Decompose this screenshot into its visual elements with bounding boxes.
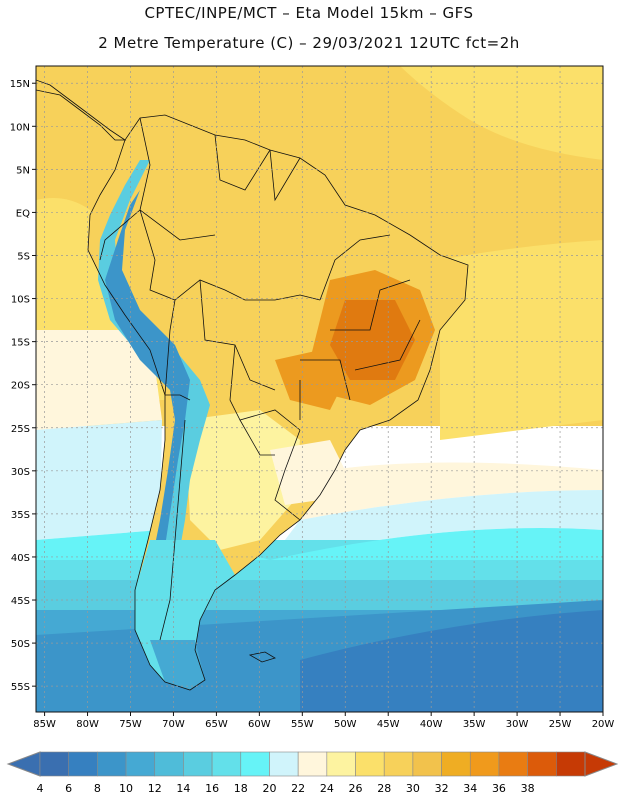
legend-level-label: 10 bbox=[119, 782, 133, 795]
patagonia-south bbox=[150, 640, 205, 690]
legend-color-cell bbox=[68, 751, 98, 777]
longitude-label: 30W bbox=[506, 719, 529, 730]
longitude-label: 70W bbox=[162, 719, 185, 730]
legend-level-label: 22 bbox=[291, 782, 305, 795]
legend-level-label: 16 bbox=[205, 782, 219, 795]
ocean-band-teal bbox=[36, 580, 603, 610]
legend-level-label: 26 bbox=[349, 782, 363, 795]
map-title-line1: CPTEC/INPE/MCT – Eta Model 15km – GFS bbox=[144, 4, 474, 22]
latitude-label: 5N bbox=[16, 165, 30, 176]
latitude-label: 40S bbox=[11, 553, 30, 564]
legend-color-cell bbox=[498, 751, 528, 777]
legend-color-cell bbox=[154, 751, 184, 777]
color-scale-legend: 4 6 8 10 12 14 16 18 20 22 24 26 28 30 32 34 36 38 bbox=[6, 751, 618, 795]
legend-color-cell bbox=[240, 751, 270, 777]
latitude-label: 45S bbox=[11, 596, 30, 607]
legend-color-cell bbox=[412, 751, 442, 777]
latitude-label: 10N bbox=[10, 122, 30, 133]
legend-color-cell bbox=[97, 751, 127, 777]
latitude-axis: 15N 10N 5N EQ 5S 10S 15S 20S 25S 30S 35S 40S 45S 50S 5… bbox=[10, 79, 36, 693]
central-america-land bbox=[36, 79, 127, 141]
map-title-line2: 2 Metre Temperature (C) – 29/03/2021 12U… bbox=[98, 34, 520, 52]
longitude-label: 25W bbox=[549, 719, 572, 730]
legend-level-label: 24 bbox=[320, 782, 334, 795]
longitude-label: 75W bbox=[119, 719, 142, 730]
ocean-band-light-cyan-pacific bbox=[36, 420, 162, 540]
latitude-label: 5S bbox=[17, 251, 30, 262]
legend-level-label: 30 bbox=[406, 782, 420, 795]
hot-region-brazil-south bbox=[275, 350, 345, 410]
ocean-band-cream bbox=[36, 330, 162, 430]
latitude-label: 10S bbox=[11, 295, 30, 306]
latitude-label: 15N bbox=[10, 79, 30, 90]
temperature-map: 15N 10N 5N EQ 5S 10S 15S 20S 25S 30S 35S 40S 45S 50S 5… bbox=[10, 65, 614, 730]
longitude-axis: 85W 80W 75W 70W 65W 60W 55W 50W 45W 40W 35W 30W 25W 2… bbox=[33, 712, 614, 730]
legend-color-cell bbox=[211, 751, 242, 777]
legend-level-label: 4 bbox=[37, 782, 44, 795]
legend-level-label: 32 bbox=[435, 782, 449, 795]
legend-color-cell bbox=[297, 751, 328, 777]
ocean-band-pale-north bbox=[400, 66, 603, 160]
latitude-label: 30S bbox=[11, 467, 30, 478]
latitude-label: EQ bbox=[16, 208, 30, 219]
longitude-label: 35W bbox=[463, 719, 486, 730]
legend-level-label: 18 bbox=[234, 782, 248, 795]
legend-level-label: 28 bbox=[377, 782, 391, 795]
legend-level-label: 8 bbox=[94, 782, 101, 795]
longitude-label: 55W bbox=[291, 719, 314, 730]
latitude-label: 35S bbox=[11, 510, 30, 521]
legend-color-cell bbox=[556, 751, 586, 777]
map-frame bbox=[35, 65, 604, 713]
hot-region-brazil-core bbox=[330, 300, 415, 380]
cool-region-uruguay bbox=[270, 440, 345, 505]
longitude-label: 50W bbox=[334, 719, 357, 730]
legend-color-cell bbox=[183, 751, 213, 777]
legend-level-label: 20 bbox=[262, 782, 276, 795]
latitude-label: 20S bbox=[11, 381, 30, 392]
legend-overflow-arrow bbox=[584, 751, 618, 777]
latitude-label: 15S bbox=[11, 338, 30, 349]
longitude-label: 80W bbox=[76, 719, 99, 730]
legend-color-cell bbox=[125, 751, 156, 777]
ocean-band-pale-east bbox=[440, 240, 603, 440]
latitude-label: 25S bbox=[11, 424, 30, 435]
longitude-label: 85W bbox=[33, 719, 56, 730]
legend-color-cell bbox=[39, 751, 69, 777]
legend-level-label: 38 bbox=[521, 782, 535, 795]
legend-color-cell bbox=[441, 751, 471, 777]
longitude-label: 45W bbox=[377, 719, 400, 730]
legend-color-cell bbox=[383, 751, 414, 777]
legend-underflow-arrow bbox=[6, 751, 41, 777]
longitude-label: 65W bbox=[205, 719, 228, 730]
legend-color-cell bbox=[326, 751, 356, 777]
latitude-label: 50S bbox=[11, 639, 30, 650]
longitude-label: 60W bbox=[248, 719, 271, 730]
andes-core bbox=[105, 190, 190, 580]
legend-color-cell bbox=[355, 751, 385, 777]
legend-level-label: 36 bbox=[492, 782, 506, 795]
longitude-label: 40W bbox=[420, 719, 443, 730]
cool-region-argentina bbox=[185, 410, 300, 550]
legend-color-cell bbox=[469, 751, 500, 777]
country-borders bbox=[87, 114, 469, 691]
ocean-band-cream-atlantic bbox=[300, 462, 603, 520]
legend-level-label: 6 bbox=[65, 782, 72, 795]
falkland-islands bbox=[248, 651, 276, 663]
legend-color-cell bbox=[269, 751, 299, 777]
andes-cold-strip bbox=[98, 160, 210, 640]
legend-color-cell bbox=[527, 751, 557, 777]
longitude-label: 20W bbox=[592, 719, 615, 730]
legend-level-label: 34 bbox=[463, 782, 477, 795]
legend-level-label: 14 bbox=[176, 782, 190, 795]
legend-level-label: 12 bbox=[148, 782, 162, 795]
latitude-label: 55S bbox=[11, 682, 30, 693]
